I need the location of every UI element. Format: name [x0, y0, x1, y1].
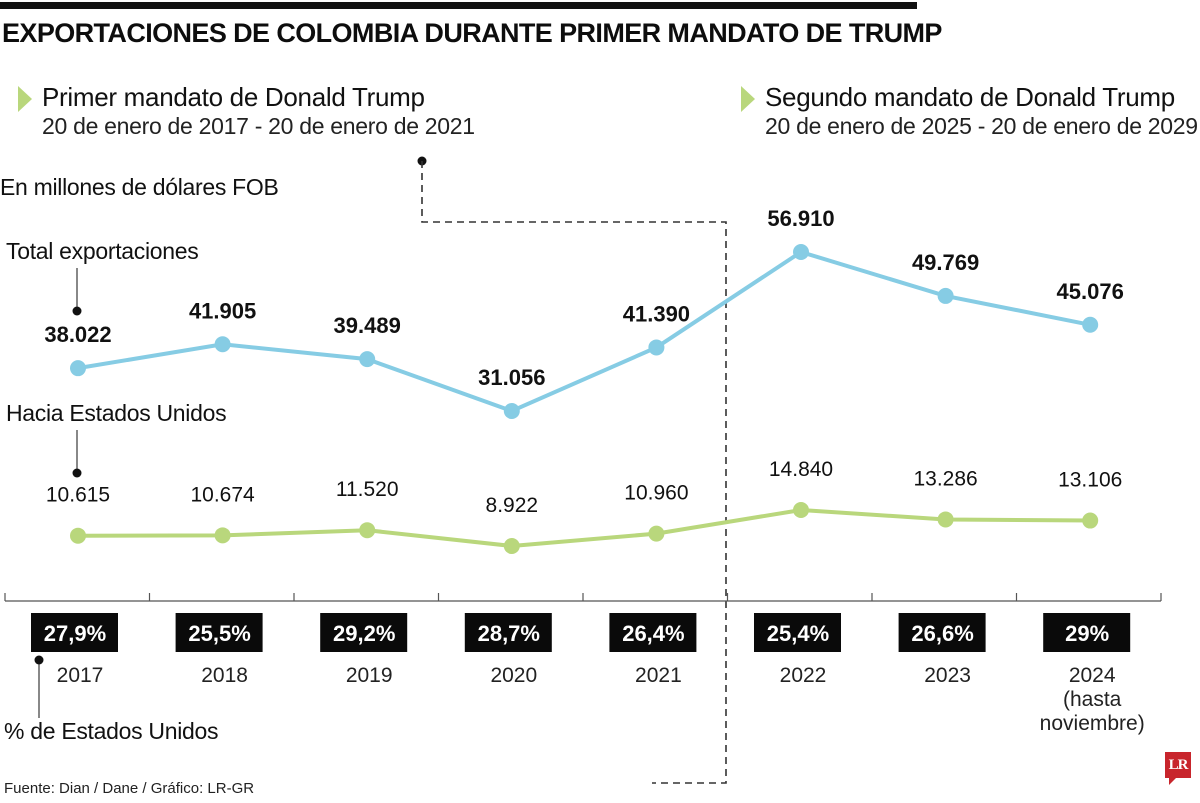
first-term-name: Primer mandato de Donald Trump — [42, 82, 425, 112]
x-tick-label: 2017 — [57, 664, 104, 687]
total-value-label: 41.905 — [189, 298, 256, 323]
triangle-marker-icon — [741, 86, 755, 112]
total-point — [359, 351, 376, 368]
pct-value-label: 26,6% — [911, 621, 973, 646]
x-tick-label: 2020 — [490, 664, 537, 687]
second-term-dates: 20 de enero de 2025 - 20 de enero de 202… — [765, 113, 1198, 139]
total-point — [648, 339, 665, 356]
usa-series-label: Hacia Estados Unidos — [6, 400, 227, 426]
total-point — [793, 244, 809, 260]
x-tick-label: 2023 — [924, 664, 971, 687]
x-tick-note: (hasta — [1063, 688, 1122, 711]
usa-value-label: 13.286 — [913, 467, 977, 490]
usa-value-label: 13.106 — [1058, 469, 1122, 492]
pct-value-label: 28,7% — [478, 621, 540, 646]
x-tick-label: 2019 — [346, 664, 393, 687]
total-point — [503, 403, 520, 419]
total-point — [1082, 316, 1099, 333]
usa-point — [70, 527, 86, 544]
usa-point — [793, 502, 809, 518]
usa-value-label: 10.615 — [46, 484, 110, 507]
usa-value-label: 11.520 — [336, 478, 399, 501]
source-note: Fuente: Dian / Dane / Gráfico: LR-GR — [4, 780, 255, 797]
pct-box — [609, 613, 697, 652]
category-labels: 2017 2018 2019 2020 2021 2022 2023 2024(hastano… — [57, 664, 1145, 735]
usa-value-label: 10.960 — [624, 482, 688, 505]
total-value-label: 56.910 — [767, 206, 834, 231]
pct-box — [1043, 613, 1131, 652]
triangle-marker-icon — [18, 86, 32, 112]
usa-point — [1082, 512, 1099, 529]
pct-box — [320, 613, 408, 652]
x-tick-label: 2018 — [201, 664, 248, 687]
x-tick-note: noviembre) — [1040, 712, 1145, 735]
total-series-line — [77, 249, 1091, 414]
second-term-legend: Segundo mandato de Donald Trump 20 de en… — [741, 82, 1200, 142]
pct-value-label: 29,2% — [333, 621, 395, 646]
usa-value-label: 14.840 — [769, 458, 833, 481]
usa-point — [503, 538, 520, 554]
term-separator-dashed-line — [421, 161, 727, 784]
usa-point — [359, 522, 376, 539]
pct-value-label: 27,9% — [44, 621, 106, 646]
annotations — [34, 156, 727, 784]
pct-box — [175, 613, 263, 652]
pct-series-label: % de Estados Unidos — [4, 718, 219, 744]
second-term-name: Segundo mandato de Donald Trump — [765, 82, 1175, 112]
total-value-label: 45.076 — [1057, 279, 1124, 304]
total-point — [70, 360, 86, 377]
x-tick-label: 2022 — [780, 664, 827, 687]
usa-point — [937, 511, 954, 528]
total-value-label: 38.022 — [44, 322, 111, 347]
usa-point — [648, 525, 665, 542]
pct-box — [31, 613, 118, 652]
pct-box — [754, 613, 841, 652]
usa-label-pointer-dot — [72, 468, 82, 478]
pct-box — [464, 613, 552, 652]
usa-point — [214, 527, 231, 544]
unit-label: En millones de dólares FOB — [0, 174, 279, 200]
total-point — [214, 336, 231, 353]
usa-series: 10.615 10.674 11.520 8.922 10.960 14.840 13.28… — [46, 458, 1122, 554]
total-series-label: Total exportaciones — [6, 238, 199, 264]
usa-value-label: 10.674 — [190, 483, 255, 506]
total-value-label: 31.056 — [478, 365, 545, 390]
x-tick-label: 2021 — [635, 664, 682, 687]
x-axis — [4, 593, 1162, 602]
pct-value-label: 26,4% — [622, 621, 684, 646]
pct-boxes: 27,9% 25,5% 29,2% 28,7% 26,4% 25,4% 26,6% 29% — [31, 613, 1131, 652]
pct-value-label: 25,4% — [767, 621, 829, 646]
lr-logo: LR — [1165, 752, 1191, 785]
x-tick-label: 2024 — [1069, 664, 1116, 687]
pct-value-label: 25,5% — [188, 621, 250, 646]
total-series: 38.022 41.905 39.489 31.056 41.390 56.910 49.7… — [44, 206, 1124, 419]
usa-value-label: 8.922 — [486, 494, 539, 517]
chart-title: EXPORTACIONES DE COLOMBIA DURANTE PRIMER… — [2, 18, 942, 48]
total-label-pointer-dot — [72, 306, 82, 316]
total-value-label: 49.769 — [912, 250, 979, 275]
first-term-legend: Primer mandato de Donald Trump 20 de ene… — [18, 82, 518, 142]
total-value-label: 39.489 — [334, 313, 401, 338]
pct-value-label: 29% — [1065, 621, 1109, 646]
top-rule — [0, 2, 917, 9]
first-term-dates: 20 de enero de 2017 - 20 de enero de 202… — [42, 113, 475, 139]
total-value-label: 41.390 — [623, 301, 690, 326]
pct-box — [898, 613, 986, 652]
usa-series-line — [77, 507, 1091, 549]
total-point — [937, 287, 954, 304]
